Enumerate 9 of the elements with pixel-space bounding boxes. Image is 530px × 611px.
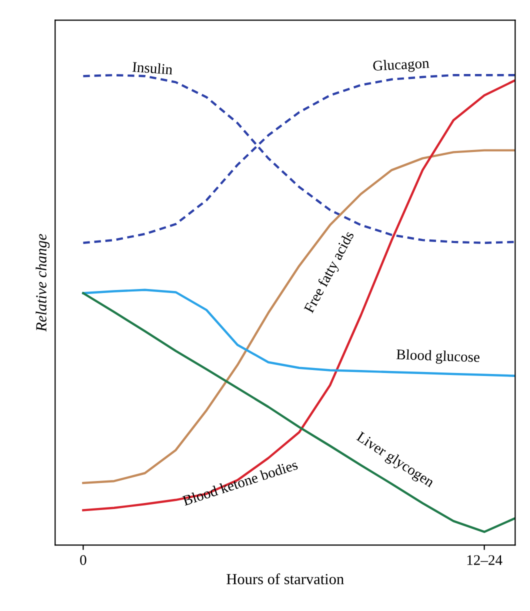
x-tick-label: 0 <box>80 555 86 565</box>
x-tick-label: 12–24 <box>467 555 502 565</box>
y-axis-title: Relative change <box>36 234 50 332</box>
x-axis-title: Hours of starvation <box>226 573 344 584</box>
series-label: Glucagon <box>372 58 430 74</box>
text: Blood ketone bodies <box>182 459 298 506</box>
series-label: Blood glucose <box>396 348 480 366</box>
text: Free fatty acids <box>303 230 357 315</box>
series-label: Insulin <box>132 62 173 75</box>
